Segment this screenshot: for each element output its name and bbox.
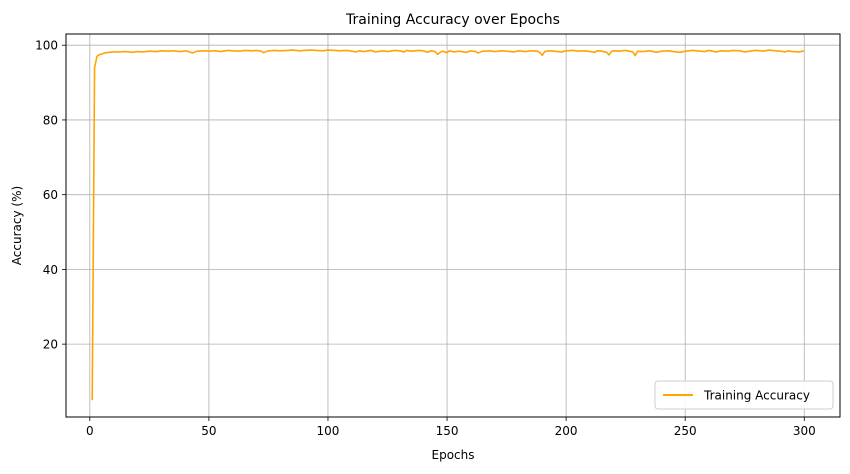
legend-box	[654, 380, 834, 410]
x-tick-label: 250	[674, 424, 697, 438]
y-tick-label: 40	[43, 263, 58, 277]
x-tick-label: 300	[793, 424, 816, 438]
grid	[66, 34, 840, 417]
y-axis-ticks: 20 40 60 80 100	[35, 39, 66, 352]
x-tick-label: 0	[86, 424, 94, 438]
legend: Training Accuracy	[654, 380, 834, 410]
y-tick-label: 60	[43, 188, 58, 202]
x-tick-label: 200	[555, 424, 578, 438]
y-tick-label: 20	[43, 338, 58, 352]
chart-title: Training Accuracy over Epochs	[345, 12, 560, 28]
x-tick-label: 50	[201, 424, 216, 438]
x-axis-label: Epochs	[432, 448, 475, 462]
y-axis-label: Accuracy (%)	[10, 186, 24, 265]
x-tick-label: 150	[436, 424, 459, 438]
plot-area-frame	[65, 33, 841, 418]
x-tick-label: 100	[317, 424, 340, 438]
x-axis-ticks: 0 50 100 150 200 250 300	[86, 417, 816, 438]
legend-label-training-accuracy: Training Accuracy	[703, 389, 810, 403]
series-line-training-accuracy	[91, 49, 805, 401]
y-tick-label: 80	[43, 113, 58, 127]
series-layer	[91, 49, 805, 401]
y-tick-label: 100	[35, 39, 58, 53]
